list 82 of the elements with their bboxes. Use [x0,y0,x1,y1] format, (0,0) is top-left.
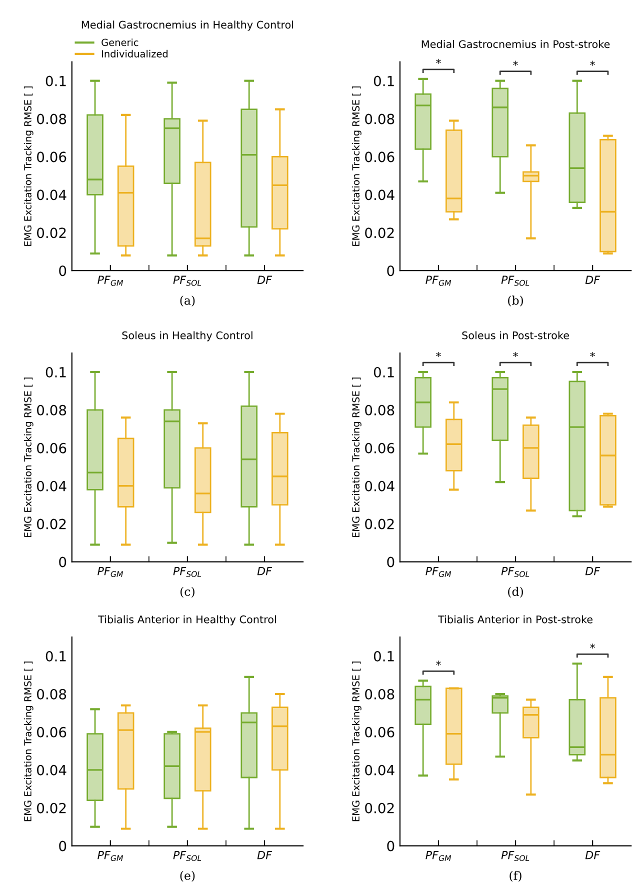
y-tick-label: 0.1 [46,366,66,378]
text: (b) [508,296,523,306]
y-tick-label: 0.04 [37,764,66,776]
annotation: * [436,352,441,358]
y-tick-label: 0 [387,840,394,852]
text: (f) [510,870,522,882]
legend-label: Individualized [102,50,168,58]
chart-title: Medial Gastrocnemius in Healthy Control [82,20,294,31]
annotation: * [513,60,518,66]
chart-title: Soleus in Healthy Control [122,331,252,342]
x-tick-label: DF [585,276,600,284]
y-axis-title: EMG Excitation Tracking RMSE [ ] [24,378,34,538]
x-tick-label: DF [257,276,272,284]
x-tick-label: PF$_{SOL}$ [173,566,202,578]
x-tick-label: DF [257,851,272,860]
chart-title: Medial Gastrocnemius in Post-stroke [422,40,610,48]
x-tick-label: PF$_{GM}$ [98,276,123,286]
y-tick-label: 0.08 [37,404,66,416]
y-tick-label: 0.02 [365,802,394,814]
text: (d) [508,586,523,598]
legend-label: Generic [102,38,138,46]
y-tick-label: 0.02 [37,228,66,238]
x-tick-label: PF$_{GM}$ [98,851,123,862]
y-tick-label: 0.08 [37,114,66,124]
y-tick-label: 0.04 [365,190,394,200]
y-axis-title: EMG Excitation Tracking RMSE [ ] [24,662,34,822]
y-tick-label: 0.06 [365,442,394,454]
annotation: * [590,644,596,649]
y-tick-label: 0 [387,266,394,276]
y-tick-label: 0.06 [37,152,66,162]
y-tick-label: 0.04 [37,480,66,492]
x-tick-label: PF$_{SOL}$ [501,851,530,862]
x-tick-label: PF$_{GM}$ [426,276,452,286]
y-tick-label: 0.08 [365,404,394,416]
y-tick-label: 0.06 [37,442,66,454]
annotation: * [590,60,596,66]
y-tick-label: 0 [59,840,66,852]
x-tick-label: PF$_{SOL}$ [501,566,530,578]
x-tick-label: PF$_{SOL}$ [173,276,202,286]
y-tick-label: 0.1 [46,76,66,86]
y-tick-label: 0.06 [37,726,66,738]
annotation: * [436,58,441,64]
text: (e) [180,870,195,882]
x-tick-label: PF$_{SOL}$ [501,276,530,286]
y-axis-title: EMG Excitation Tracking RMSE [ ] [352,378,362,538]
x-tick-label: DF [585,851,600,860]
y-tick-label: 0 [59,266,66,276]
annotation: * [590,352,596,358]
chart-title: Soleus in Post-stroke [462,331,569,340]
y-tick-label: 0.04 [37,190,66,200]
y-axis-title: EMG Excitation Tracking RMSE [ ] [352,662,362,822]
y-tick-label: 0.1 [374,651,394,662]
x-tick-label: DF [585,566,600,576]
y-tick-label: 0.08 [365,114,394,124]
y-tick-label: 0.1 [374,366,394,378]
x-tick-label: DF [257,566,272,576]
y-axis-title: EMG Excitation Tracking RMSE [ ] [24,86,34,246]
annotation: * [436,660,441,666]
y-axis-title: EMG Excitation Tracking RMSE [ ] [352,86,362,246]
y-tick-label: 0.06 [365,726,394,738]
x-tick-label: PF$_{GM}$ [426,566,452,578]
x-tick-label: PF$_{SOL}$ [173,851,202,862]
y-tick-label: 0 [387,556,394,568]
y-tick-label: 0.06 [365,152,394,162]
y-tick-label: 0.02 [37,518,66,530]
y-tick-label: 0 [59,556,66,568]
y-tick-label: 0.02 [365,518,394,530]
y-tick-label: 0.02 [365,228,394,238]
y-tick-label: 0.08 [37,688,66,700]
x-tick-label: PF$_{GM}$ [426,851,452,862]
y-tick-label: 0.1 [46,651,66,662]
y-tick-label: 0.04 [365,480,394,492]
text: (a) [180,296,195,306]
chart-title: Tibialis Anterior in Post-stroke [438,615,593,624]
chart-title: Tibialis Anterior in Healthy Control [98,615,276,626]
annotation: * [513,352,518,358]
y-tick-label: 0.1 [374,76,394,86]
y-tick-label: 0.04 [365,764,394,776]
text: (c) [180,586,194,598]
y-tick-label: 0.02 [37,802,66,814]
y-tick-label: 0.08 [365,688,394,700]
x-tick-label: PF$_{GM}$ [98,566,123,578]
